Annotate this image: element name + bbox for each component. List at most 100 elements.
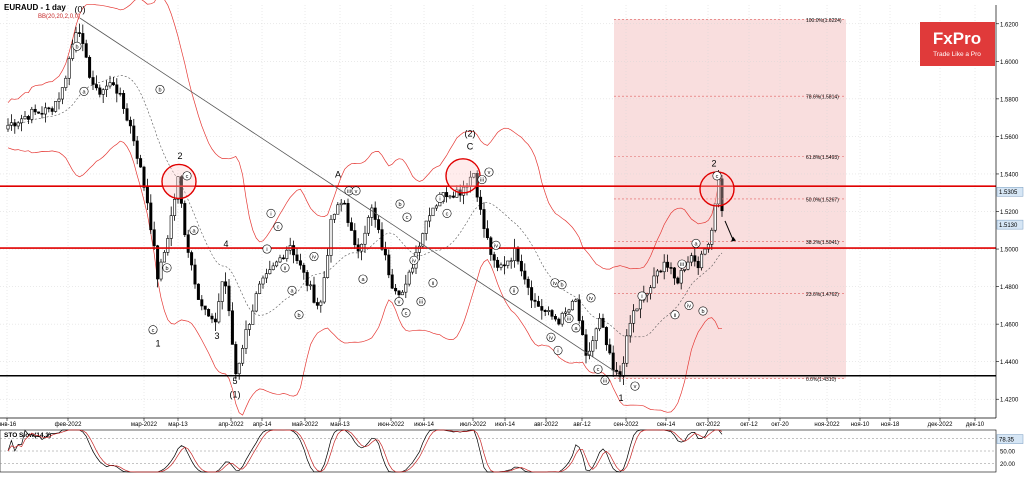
- time-tick-label: дек-10: [966, 422, 985, 428]
- candle-body: [598, 317, 602, 330]
- circled-wave-label: ii: [513, 288, 515, 294]
- candle-body: [329, 218, 333, 256]
- price-tick-label: 1.5000: [1000, 248, 1019, 254]
- circled-wave-marker: [280, 263, 290, 273]
- circled-wave-label: c: [597, 367, 600, 373]
- candle-body: [145, 187, 149, 204]
- circled-wave-label: iv: [549, 335, 553, 341]
- candle-body: [720, 178, 724, 212]
- candle-body: [125, 108, 129, 121]
- candle-body: [591, 340, 595, 352]
- candle-body: [332, 213, 336, 220]
- stochastic-level-label: 20.00: [1000, 462, 1016, 468]
- circled-wave-marker: [358, 274, 368, 284]
- candle-body: [513, 247, 517, 261]
- candle-body: [6, 124, 10, 130]
- candle-body: [166, 238, 170, 253]
- circled-wave-marker: [630, 381, 640, 391]
- time-tick-label: май-13: [330, 421, 350, 428]
- candle-body: [173, 199, 177, 216]
- circled-wave-marker: [79, 86, 89, 96]
- candle-body: [207, 309, 211, 317]
- candle-body: [363, 232, 367, 245]
- candle-body: [516, 247, 520, 262]
- candle-body: [251, 310, 255, 325]
- candle-body: [553, 316, 557, 320]
- candle-body: [268, 269, 272, 275]
- circled-wave-label: b: [560, 283, 563, 289]
- circled-wave-label: iv: [312, 255, 316, 261]
- candle-body: [693, 255, 697, 262]
- candle-body: [122, 93, 126, 109]
- candle-body: [302, 264, 306, 273]
- price-tick-label: 1.4200: [1000, 398, 1019, 404]
- candle-body: [43, 107, 47, 115]
- candle-body: [455, 189, 459, 198]
- candle-body: [349, 222, 353, 231]
- stochastic-title: STO Slow(14,3): [4, 432, 51, 439]
- candle-body: [346, 203, 350, 223]
- circled-wave-marker: [401, 308, 411, 318]
- circled-wave-label: c: [152, 328, 155, 334]
- circled-wave-marker: [586, 293, 596, 303]
- candle-body: [400, 291, 404, 296]
- circled-wave-label: ii: [284, 266, 286, 272]
- candle-body: [635, 308, 639, 312]
- candle-body: [9, 122, 13, 126]
- candle-body: [666, 261, 670, 268]
- candle-body: [404, 283, 408, 293]
- candle-body: [628, 322, 632, 337]
- candle-body: [390, 274, 394, 289]
- time-tick-label: авг-2022: [534, 422, 559, 428]
- candle-body: [108, 82, 112, 87]
- candle-body: [101, 89, 105, 95]
- circled-wave-marker: [564, 314, 574, 324]
- candle-body: [105, 85, 109, 90]
- candle-body: [649, 287, 653, 294]
- candle-body: [33, 108, 37, 113]
- candle-body: [564, 311, 568, 314]
- candle-body: [621, 362, 625, 377]
- circled-wave-label: c: [446, 211, 449, 217]
- price-tick-label: 1.5600: [1000, 135, 1019, 141]
- candle-body: [132, 125, 136, 142]
- circled-wave-marker: [484, 167, 494, 177]
- circled-wave-label: a: [694, 241, 698, 247]
- circled-wave-label: iii: [603, 378, 607, 384]
- candle-body: [254, 293, 258, 312]
- candle-body: [179, 176, 183, 204]
- candle-body: [81, 33, 85, 44]
- candle-body: [115, 84, 119, 94]
- circled-wave-label: iii: [419, 300, 423, 306]
- candle-body: [275, 261, 279, 267]
- circled-wave-label: b: [75, 44, 78, 50]
- circled-wave-label: iv: [494, 243, 498, 249]
- time-tick-label: мар-13: [168, 422, 188, 428]
- candle-body: [353, 230, 357, 246]
- candle-body: [632, 310, 636, 324]
- circled-wave-label: i: [641, 294, 642, 300]
- candle-body: [428, 215, 432, 222]
- candle-body: [581, 320, 585, 336]
- candle-body: [285, 249, 289, 259]
- candle-body: [523, 270, 527, 280]
- time-tick-label: сен-14: [657, 422, 676, 428]
- circled-wave-marker: [394, 297, 404, 307]
- time-tick-label: янв-16: [0, 422, 17, 428]
- candle-body: [424, 220, 428, 234]
- candle-body: [193, 264, 197, 285]
- candle-body: [54, 101, 58, 112]
- forecast-arrowhead: [731, 236, 736, 242]
- circled-wave-marker: [402, 212, 412, 222]
- candle-body: [652, 275, 656, 288]
- candle-body: [526, 278, 530, 288]
- candle-body: [482, 209, 486, 229]
- candle-body: [64, 77, 68, 88]
- candle-body: [574, 299, 578, 302]
- time-tick-label: фев-2022: [55, 422, 82, 428]
- candle-body: [669, 267, 673, 269]
- circled-wave-label: v: [398, 300, 401, 306]
- price-tick-label: 1.5200: [1000, 210, 1019, 216]
- stochastic-current-label: 78.35: [999, 437, 1015, 443]
- candle-body: [672, 267, 676, 279]
